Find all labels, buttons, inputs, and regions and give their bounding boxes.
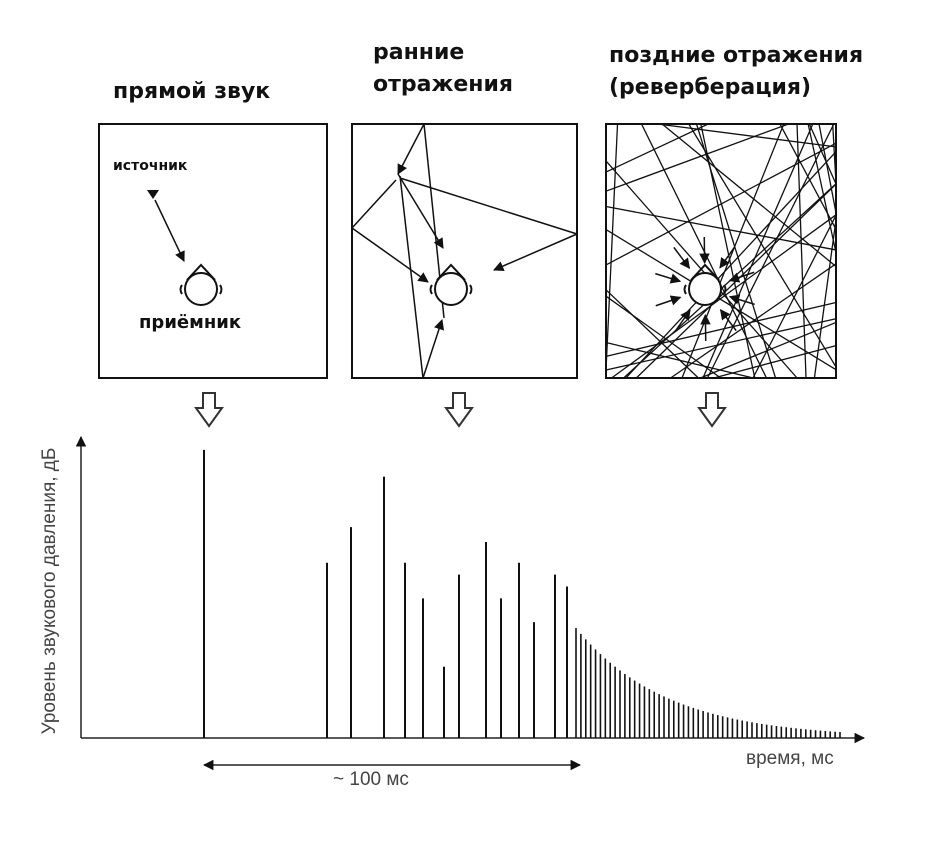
reverb-ray: [605, 318, 837, 371]
reverb-arrow: [674, 309, 691, 332]
reverb-ray: [605, 123, 619, 371]
reverb-arrow: [719, 308, 737, 332]
receiver-head-icon-late: [683, 263, 727, 306]
reverb-ray: [605, 123, 789, 192]
reverb-ray: [807, 123, 837, 253]
reverb-ray: [818, 123, 837, 214]
reverb-ray: [796, 123, 807, 379]
receiver-head-icon-early: [429, 263, 473, 306]
reverb-ray: [605, 301, 837, 357]
reverb-ray: [752, 214, 837, 379]
title-late-reflections: поздние отражения (реверберация): [609, 43, 864, 100]
reverb-ray: [611, 214, 837, 379]
reverb-ray: [779, 123, 837, 230]
reverb-ray: [605, 123, 709, 173]
source-icon: [147, 190, 159, 199]
panel-early-reflections: [351, 123, 578, 379]
down-arrow-late: [697, 392, 727, 428]
down-arrow-early: [444, 392, 474, 428]
title-early-reflections: ранние отражения: [373, 40, 514, 97]
direct-ray: [154, 199, 185, 262]
reverb-ray: [702, 123, 814, 379]
source-label: источник: [113, 158, 188, 174]
down-arrow-direct: [194, 392, 224, 428]
reverb-ray: [706, 123, 835, 379]
reverb-arrow: [655, 272, 682, 284]
title-direct-sound: прямой звук: [113, 79, 271, 104]
interval-label: ~ 100 мс: [333, 769, 409, 790]
receiver-head-icon: [179, 263, 223, 306]
reverb-ray: [605, 341, 754, 379]
reverb-arrow: [728, 271, 755, 283]
reverb-ray: [605, 289, 699, 379]
reverb-arrow: [728, 294, 755, 306]
reverb-ray: [688, 123, 837, 368]
reverb-ray: [681, 123, 785, 379]
reverb-ray: [605, 229, 837, 371]
reverb-ray: [661, 123, 837, 267]
x-axis-label: время, мс: [746, 748, 834, 769]
reverb-arrow: [719, 246, 736, 269]
reverb-ray: [695, 123, 777, 379]
panel-direct-sound: [98, 123, 328, 379]
reverb-arrow: [673, 246, 691, 270]
reverb-ray: [670, 263, 837, 379]
reverb-ray: [625, 151, 837, 379]
reverb-ray: [808, 123, 837, 185]
panel-late-reflections: [605, 123, 837, 379]
reverb-ray: [605, 142, 837, 266]
reverb-ray: [700, 321, 837, 379]
y-axis-label: Уровень звукового давления, дБ: [39, 447, 60, 735]
reverb-arrow: [655, 295, 682, 307]
reverb-ray: [713, 344, 837, 379]
reverb-ray: [657, 123, 837, 148]
reverb-ray: [605, 295, 722, 379]
receiver-label: приёмник: [139, 312, 242, 333]
reverb-ray: [813, 219, 837, 379]
